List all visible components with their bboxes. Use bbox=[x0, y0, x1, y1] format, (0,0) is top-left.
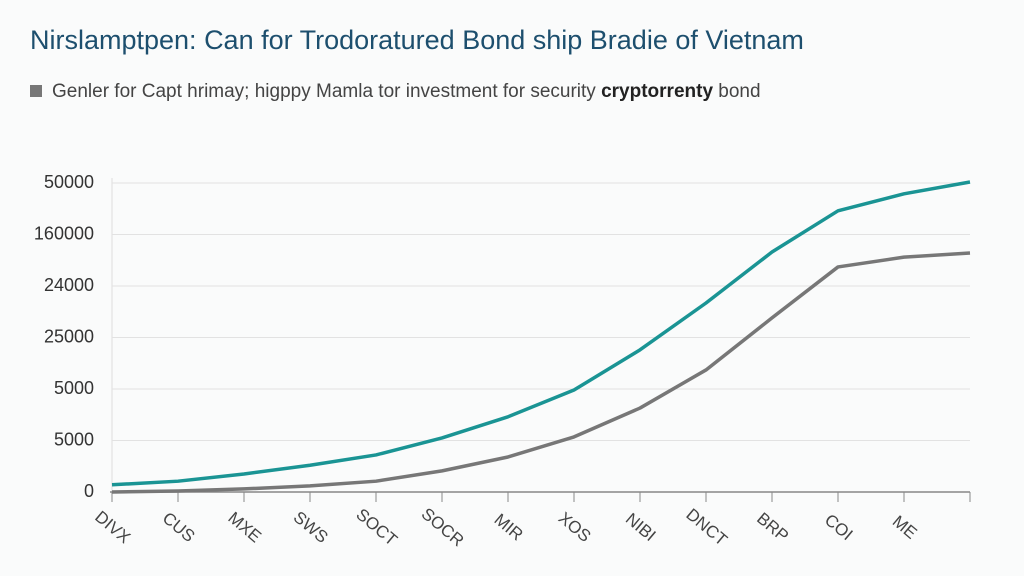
subtitle-tail: bond bbox=[718, 81, 760, 102]
series-line bbox=[111, 180, 971, 487]
y-tick-label: 50000 bbox=[44, 172, 94, 192]
y-tick-label: 25000 bbox=[44, 326, 94, 346]
y-tick-label: 0 bbox=[84, 481, 94, 501]
chart-subtitle: Genler for Capt hrimay; higppy Mamla tor… bbox=[52, 81, 761, 102]
y-tick-label: 24000 bbox=[44, 275, 94, 295]
chart-title: Nirslamptpen: Can for Trodoratured Bond … bbox=[30, 25, 804, 55]
subtitle-icon bbox=[30, 85, 42, 97]
y-tick-label: 5000 bbox=[54, 378, 94, 398]
subtitle-emphasis: cryptorrenty bbox=[601, 81, 713, 102]
subtitle-text: Genler for Capt hrimay; higppy Mamla tor… bbox=[52, 81, 596, 102]
y-tick-label: 5000 bbox=[54, 429, 94, 449]
series-line bbox=[111, 251, 971, 494]
y-tick-label: 160000 bbox=[34, 223, 94, 243]
